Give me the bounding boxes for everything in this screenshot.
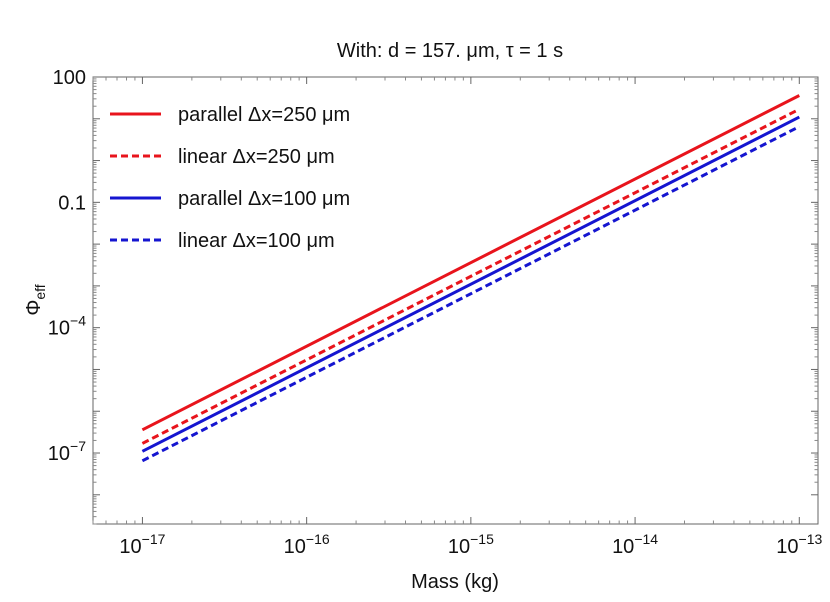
chart-title: With: d = 157. μm, τ = 1 s bbox=[337, 40, 563, 62]
legend-label: linear Δx=250 μm bbox=[178, 146, 335, 168]
x-tick-label: 10−13 bbox=[776, 531, 822, 558]
y-axis-label-sub: eff bbox=[32, 284, 48, 299]
x-axis-label: Mass (kg) bbox=[411, 571, 499, 593]
x-tick-label: 10−14 bbox=[612, 531, 658, 558]
x-tick-label: 10−17 bbox=[119, 531, 165, 558]
y-tick-label: 100 bbox=[53, 67, 86, 89]
series-line bbox=[141, 125, 800, 463]
y-tick-label: 10−7 bbox=[48, 438, 86, 465]
legend-label: parallel Δx=250 μm bbox=[178, 104, 350, 126]
y-tick-label: 0.1 bbox=[58, 192, 86, 214]
legend-label: linear Δx=100 μm bbox=[178, 230, 335, 252]
series-line bbox=[141, 115, 800, 453]
series-line bbox=[141, 94, 800, 432]
axis-ticks: 10−17 10−16 10−15 10−14 10−13 10−7 10−4 0.1 100 bbox=[48, 67, 823, 558]
plot-frame bbox=[92, 76, 819, 525]
x-tick-label: 10−15 bbox=[448, 531, 494, 558]
series-lines bbox=[141, 94, 800, 463]
series-line bbox=[141, 107, 800, 445]
legend: parallel Δx=250 μm linear Δx=250 μm parall… bbox=[110, 104, 350, 252]
y-tick-label: 10−4 bbox=[48, 313, 86, 340]
y-axis-label-main: Φ bbox=[23, 300, 45, 316]
y-axis-label: Φeff bbox=[23, 284, 48, 315]
legend-label: parallel Δx=100 μm bbox=[178, 188, 350, 210]
x-tick-label: 10−16 bbox=[284, 531, 330, 558]
